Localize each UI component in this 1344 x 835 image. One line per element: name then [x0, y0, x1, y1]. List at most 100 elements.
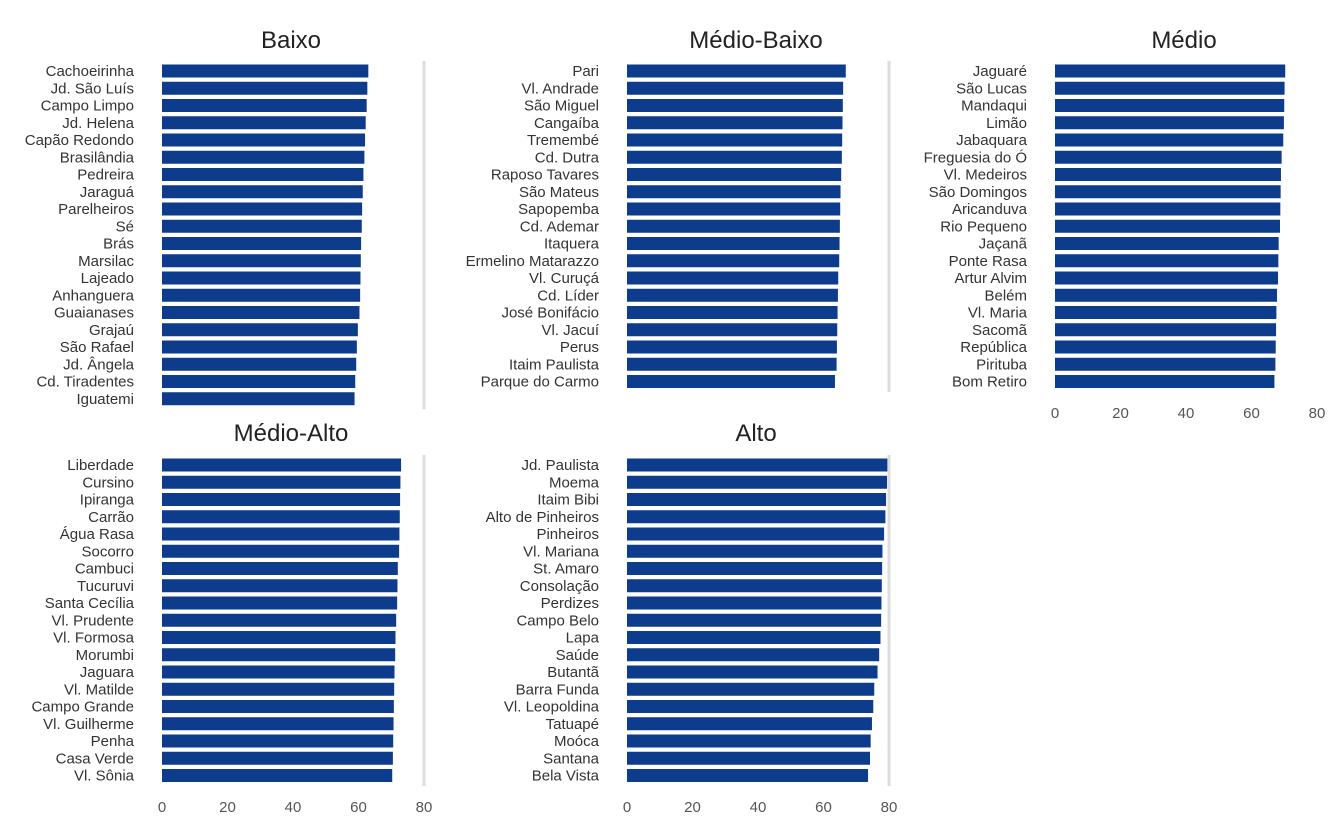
- x-tick-label: 0: [1051, 405, 1059, 422]
- category-label: Carrão: [88, 509, 134, 526]
- category-label: Ponte Rasa: [949, 253, 1028, 270]
- bar: [162, 751, 393, 765]
- category-label: Vl. Curuçá: [529, 270, 600, 287]
- bar: [627, 306, 838, 319]
- category-label: Campo Limpo: [41, 98, 134, 115]
- category-label: Bom Retiro: [952, 374, 1027, 391]
- category-label: Jabaquara: [956, 132, 1028, 149]
- bar: [627, 357, 837, 371]
- bar: [627, 202, 841, 216]
- x-tick-label: 20: [1112, 405, 1129, 422]
- category-label: Casa Verde: [56, 750, 134, 767]
- bar: [627, 99, 843, 112]
- category-label: Pari: [572, 63, 599, 80]
- bar: [162, 510, 400, 524]
- bar: [1055, 357, 1276, 371]
- category-label: Tremembé: [527, 132, 599, 149]
- category-label: Lapa: [566, 630, 600, 647]
- category-label: Cambuci: [75, 561, 134, 578]
- category-label: Vl. Jacuí: [541, 322, 599, 339]
- category-label: Capão Redondo: [25, 132, 134, 149]
- category-label: Jaçanã: [979, 236, 1028, 253]
- bar: [162, 306, 360, 319]
- category-label: Cangaíba: [534, 115, 600, 132]
- category-label: St. Amaro: [533, 561, 599, 578]
- category-label: São Lucas: [956, 80, 1027, 97]
- category-label: Liberdade: [67, 457, 134, 474]
- bar: [627, 375, 835, 388]
- bar: [627, 648, 880, 662]
- category-label: Cd. Líder: [537, 287, 599, 304]
- bar: [162, 648, 396, 662]
- category-label: Campo Grande: [31, 699, 134, 716]
- category-label: São Mateus: [519, 184, 599, 201]
- category-label: Sé: [116, 218, 134, 235]
- x-tick-label: 40: [750, 799, 767, 816]
- bar: [627, 271, 839, 285]
- category-label: Lajeado: [81, 270, 134, 287]
- bar: [627, 150, 842, 164]
- bar: [162, 288, 361, 302]
- bar: [1055, 168, 1281, 181]
- category-label: Vl. Matilde: [64, 681, 134, 698]
- category-label: Jd. Paulista: [521, 457, 599, 474]
- panel-3: Médio-Alto LiberdadeCursinoIpirangaCarrão…: [31, 420, 432, 816]
- bar: [162, 357, 357, 371]
- category-label: Brás: [103, 236, 134, 253]
- category-label: Pedreira: [77, 167, 134, 184]
- bar: [627, 168, 842, 181]
- category-label: Iguatemi: [76, 391, 134, 408]
- bar: [627, 682, 875, 696]
- category-label: Perdizes: [541, 595, 599, 612]
- bar: [162, 271, 361, 285]
- bar: [627, 133, 843, 147]
- category-label: Guaianases: [54, 305, 134, 322]
- x-tick-label: 40: [285, 799, 302, 816]
- category-label: Ermelino Matarazzo: [466, 253, 599, 270]
- bar: [627, 254, 840, 268]
- category-label: Jd. Ângela: [63, 356, 135, 373]
- panel-title: Médio-Baixo: [689, 27, 822, 54]
- category-label: Sacomã: [972, 322, 1028, 339]
- category-label: Bela Vista: [532, 768, 600, 785]
- bar: [627, 185, 841, 199]
- category-label: Vl. Medeiros: [944, 167, 1027, 184]
- category-label: São Domingos: [929, 184, 1027, 201]
- category-label: Campo Belo: [516, 612, 599, 629]
- category-label: Jaraguá: [80, 184, 135, 201]
- bar: [627, 340, 837, 354]
- bar: [627, 734, 871, 748]
- bar: [627, 81, 844, 95]
- bar: [627, 579, 882, 593]
- category-label: Vl. Guilherme: [43, 716, 134, 733]
- bar: [1055, 99, 1285, 112]
- category-label: Tucuruvi: [77, 578, 134, 595]
- category-label: Jaguara: [80, 664, 135, 681]
- panel-title: Médio-Alto: [234, 420, 349, 447]
- x-tick-label: 20: [219, 799, 236, 816]
- category-label: Cursino: [82, 474, 134, 491]
- bar: [162, 493, 401, 506]
- bar: [162, 562, 398, 575]
- x-tick-label: 80: [1309, 405, 1326, 422]
- bar: [162, 375, 356, 388]
- category-label: Raposo Tavares: [491, 167, 599, 184]
- bar: [627, 64, 846, 78]
- bar: [627, 700, 874, 713]
- bar: [627, 475, 888, 489]
- bar: [162, 219, 362, 233]
- bar: [627, 769, 869, 782]
- x-tick-label: 40: [1178, 405, 1195, 422]
- bar: [162, 392, 355, 406]
- bar: [162, 475, 401, 489]
- bar: [1055, 64, 1286, 78]
- bar: [162, 340, 357, 354]
- category-label: Limão: [986, 115, 1027, 132]
- bar: [162, 613, 397, 627]
- category-label: Jd. São Luís: [51, 80, 134, 97]
- bar: [1055, 237, 1279, 250]
- panel-title: Baixo: [261, 27, 321, 54]
- category-label: Vl. Andrade: [521, 80, 599, 97]
